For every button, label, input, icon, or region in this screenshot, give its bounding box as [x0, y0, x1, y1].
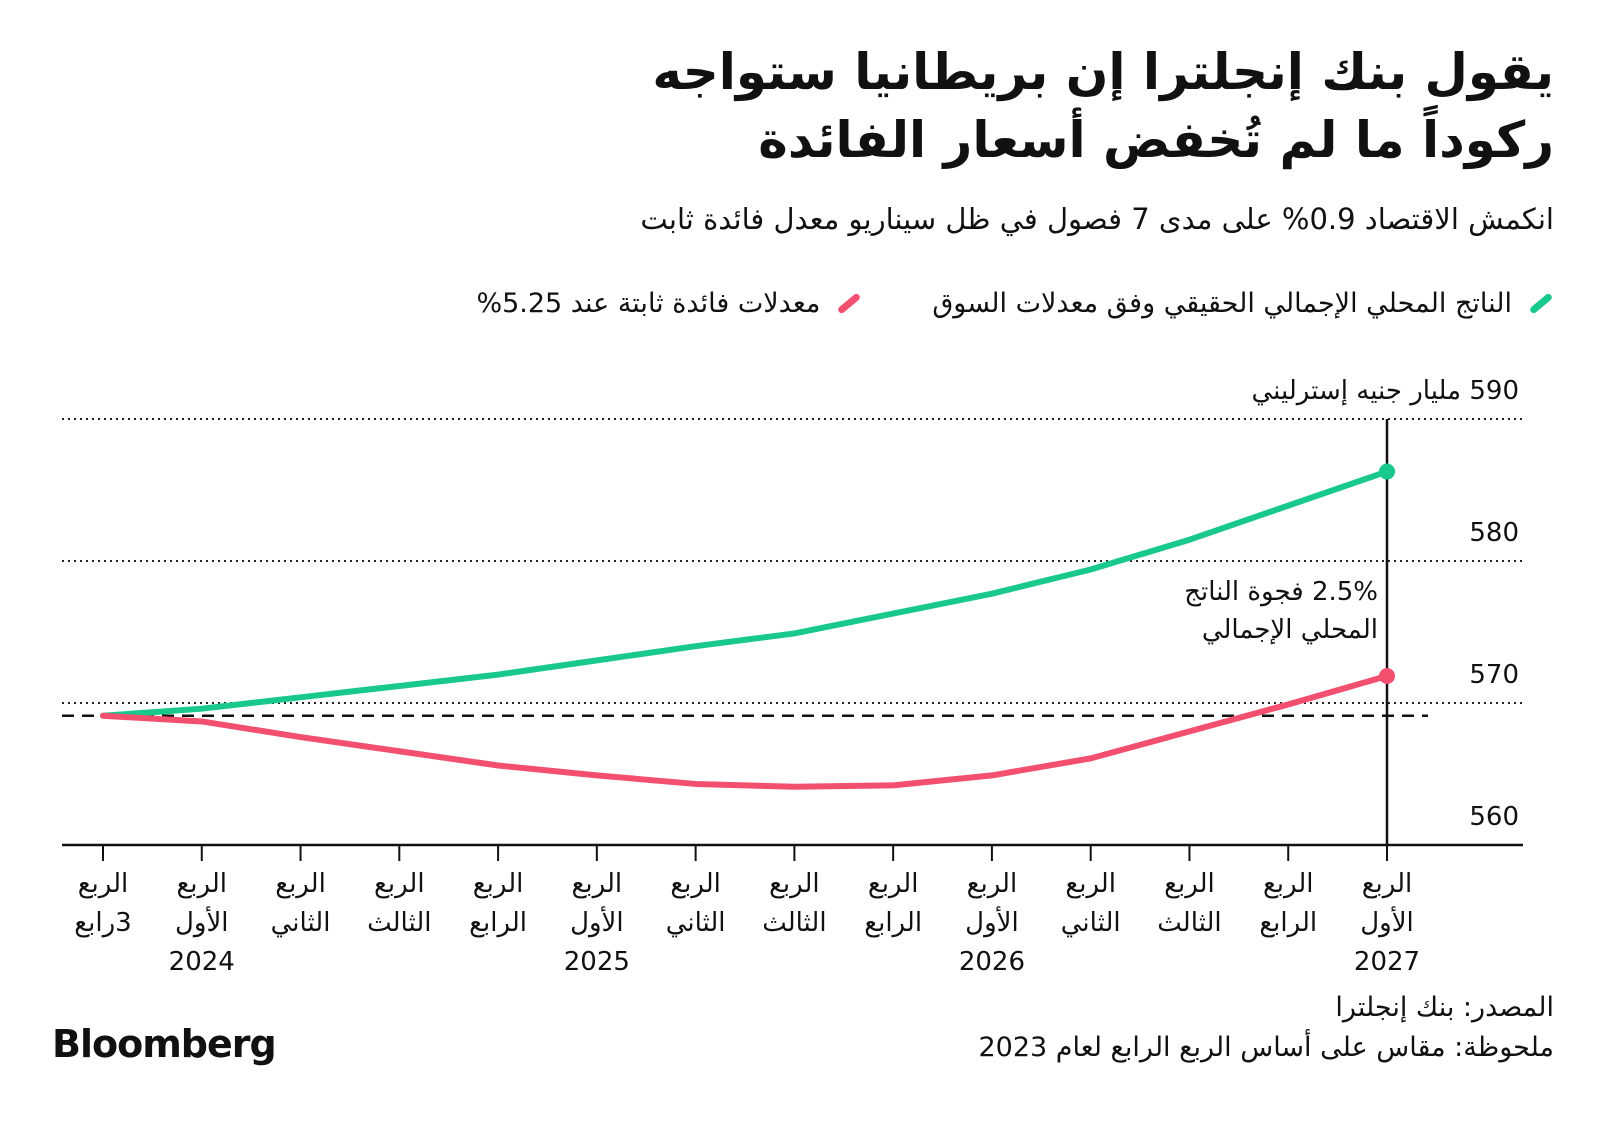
x-tick-label: 2026	[959, 947, 1025, 977]
title-line: ركوداً ما لم تُخفض أسعار الفائدة	[758, 111, 1554, 169]
x-tick-label: الربع	[967, 869, 1018, 899]
x-tick-label: الثالث	[1157, 908, 1221, 938]
line	[100, 673, 1390, 790]
x-tick-label: الربع	[473, 869, 524, 899]
x-tick-label: 3رابع	[74, 908, 131, 938]
y-tick-label: 580	[1469, 518, 1519, 548]
x-tick-label: الربع	[1164, 869, 1215, 899]
line	[100, 468, 1390, 719]
chart-title: يقول بنك إنجلترا إن بريطانيا ستواجه ركود…	[652, 38, 1554, 174]
source: المصدر: بنك إنجلترا	[1335, 992, 1554, 1023]
x-tick-label: الثاني	[271, 908, 331, 938]
x-tick-label: الربع	[868, 869, 919, 899]
x-tick-label: الربع	[78, 869, 129, 899]
x-tick-label: 2025	[564, 947, 630, 977]
x-tick-label: الأول	[175, 905, 229, 938]
x-tick-label: الأول	[1360, 905, 1414, 938]
legend-item: الناتج المحلي الإجمالي الحقيقي وفق معدلا…	[932, 288, 1554, 319]
brand-logo: Bloomberg	[52, 1022, 277, 1066]
x-tick-label: الرابع	[469, 908, 527, 938]
annotation: المحلي الإجمالي	[1202, 615, 1378, 645]
legend-label: الناتج المحلي الإجمالي الحقيقي وفق معدلا…	[932, 288, 1512, 319]
note: ملحوظة: مقاس على أساس الربع الرابع لعام …	[978, 1032, 1554, 1063]
subtitle: انكمش الاقتصاد 0.9% على مدى 7 فصول في ظل…	[640, 202, 1554, 236]
y-tick-label: 570	[1469, 660, 1519, 690]
annotation: 2.5% فجوة الناتج	[1184, 577, 1378, 607]
x-tick-label: الربع	[1362, 869, 1413, 899]
legend-item: معدلات فائدة ثابتة عند 5.25%	[476, 288, 862, 319]
x-tick-label: الأول	[570, 905, 624, 938]
x-tick-label: 2024	[169, 947, 235, 977]
legend-label: معدلات فائدة ثابتة عند 5.25%	[476, 288, 821, 319]
y-tick-label: 560	[1469, 802, 1519, 832]
title-line: يقول بنك إنجلترا إن بريطانيا ستواجه	[652, 43, 1554, 101]
x-tick-label: الثالث	[367, 908, 431, 938]
x-tick-label: الربع	[275, 869, 326, 899]
x-tick-label: الربع	[1263, 869, 1314, 899]
x-tick-label: الربع	[1065, 869, 1116, 899]
y-tick-label: 590 مليار جنيه إسترليني	[1252, 376, 1519, 406]
x-tick-label: الثاني	[666, 908, 726, 938]
x-tick-label: الربع	[572, 869, 623, 899]
x-tick-label: الربع	[374, 869, 425, 899]
x-tick-label: الربع	[769, 869, 820, 899]
x-tick-label: الرابع	[1259, 908, 1317, 938]
end-point	[1379, 668, 1395, 685]
x-tick-label: الربع	[176, 869, 227, 899]
x-tick-label: الثالث	[762, 908, 826, 938]
x-tick-label: الربع	[670, 869, 721, 899]
end-point	[1379, 463, 1395, 480]
legend: الناتج المحلي الإجمالي الحقيقي وفق معدلا…	[476, 288, 1554, 319]
x-tick-label: الثاني	[1061, 908, 1121, 938]
x-tick-label: 2027	[1354, 947, 1420, 977]
x-tick-label: الأول	[965, 905, 1019, 938]
x-tick-label: الرابع	[864, 908, 922, 938]
